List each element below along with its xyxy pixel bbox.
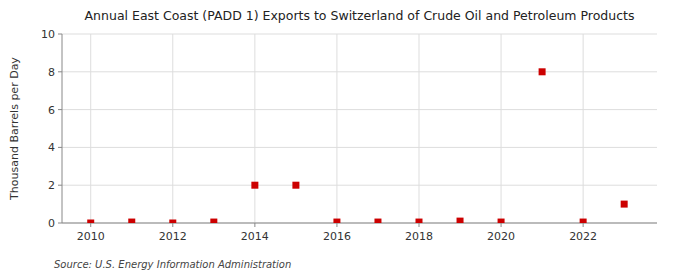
x-tick-label: 2014 (241, 230, 269, 243)
x-tick (90, 223, 91, 227)
point (87, 220, 94, 224)
source-note: Source: U.S. Energy Information Administ… (54, 259, 291, 270)
point (210, 219, 217, 223)
axes: 2010 2012 2014 2016 2018 2020 2022 0 2 4 6 8 10 (41, 28, 657, 243)
y-tick (58, 109, 62, 110)
point (169, 220, 176, 224)
points (87, 68, 627, 223)
point (580, 219, 587, 223)
x-tick (254, 223, 255, 227)
y-tick-label: 10 (41, 28, 55, 41)
y-tick-label: 8 (48, 66, 55, 79)
y-tick-label: 4 (48, 141, 55, 154)
x-grid-line (501, 34, 502, 223)
x-grid-line (254, 34, 255, 223)
y-tick-label: 6 (48, 104, 55, 117)
point (292, 182, 299, 189)
x-tick-label: 2010 (77, 230, 105, 243)
title: Annual East Coast (PADD 1) Exports to Sw… (85, 8, 635, 23)
y-grid-line (62, 223, 657, 224)
y-axis-label: Thousand Barrels per Day (8, 57, 21, 201)
x-tick-label: 2018 (405, 230, 433, 243)
point (128, 219, 135, 223)
x-tick (583, 223, 584, 227)
x-grid-line (90, 34, 91, 223)
x-tick-label: 2012 (159, 230, 187, 243)
x-tick-label: 2016 (323, 230, 351, 243)
y-grid-line (62, 71, 657, 72)
y-tick (58, 223, 62, 224)
x-grid-line (172, 34, 173, 223)
point (539, 68, 546, 75)
x-tick (172, 223, 173, 227)
grid (62, 34, 657, 223)
y-tick-label: 0 (48, 217, 55, 230)
point (333, 219, 340, 223)
y-grid-line (62, 34, 657, 35)
point (457, 218, 464, 223)
point (498, 219, 505, 223)
point (621, 201, 628, 208)
y-tick (58, 147, 62, 148)
chart: 2010 2012 2014 2016 2018 2020 2022 0 2 4 6 8 10 Thous… (0, 0, 675, 275)
y-grid-line (62, 147, 657, 148)
y-tick (58, 34, 62, 35)
y-tick (58, 185, 62, 186)
x-tick (336, 223, 337, 227)
point (251, 182, 258, 189)
chart-container: 2010 2012 2014 2016 2018 2020 2022 0 2 4 6 8 10 Thous… (0, 0, 675, 275)
point (416, 219, 423, 223)
x-tick-label: 2022 (569, 230, 597, 243)
x-tick (419, 223, 420, 227)
x-tick-label: 2020 (487, 230, 515, 243)
y-axis-line (62, 34, 63, 223)
x-grid-line (419, 34, 420, 223)
y-tick-label: 2 (48, 179, 55, 192)
y-grid-line (62, 185, 657, 186)
x-tick (501, 223, 502, 227)
y-grid-line (62, 109, 657, 110)
x-grid-line (583, 34, 584, 223)
point (374, 219, 381, 223)
y-tick (58, 71, 62, 72)
x-axis-line (62, 223, 657, 224)
x-grid-line (336, 34, 337, 223)
